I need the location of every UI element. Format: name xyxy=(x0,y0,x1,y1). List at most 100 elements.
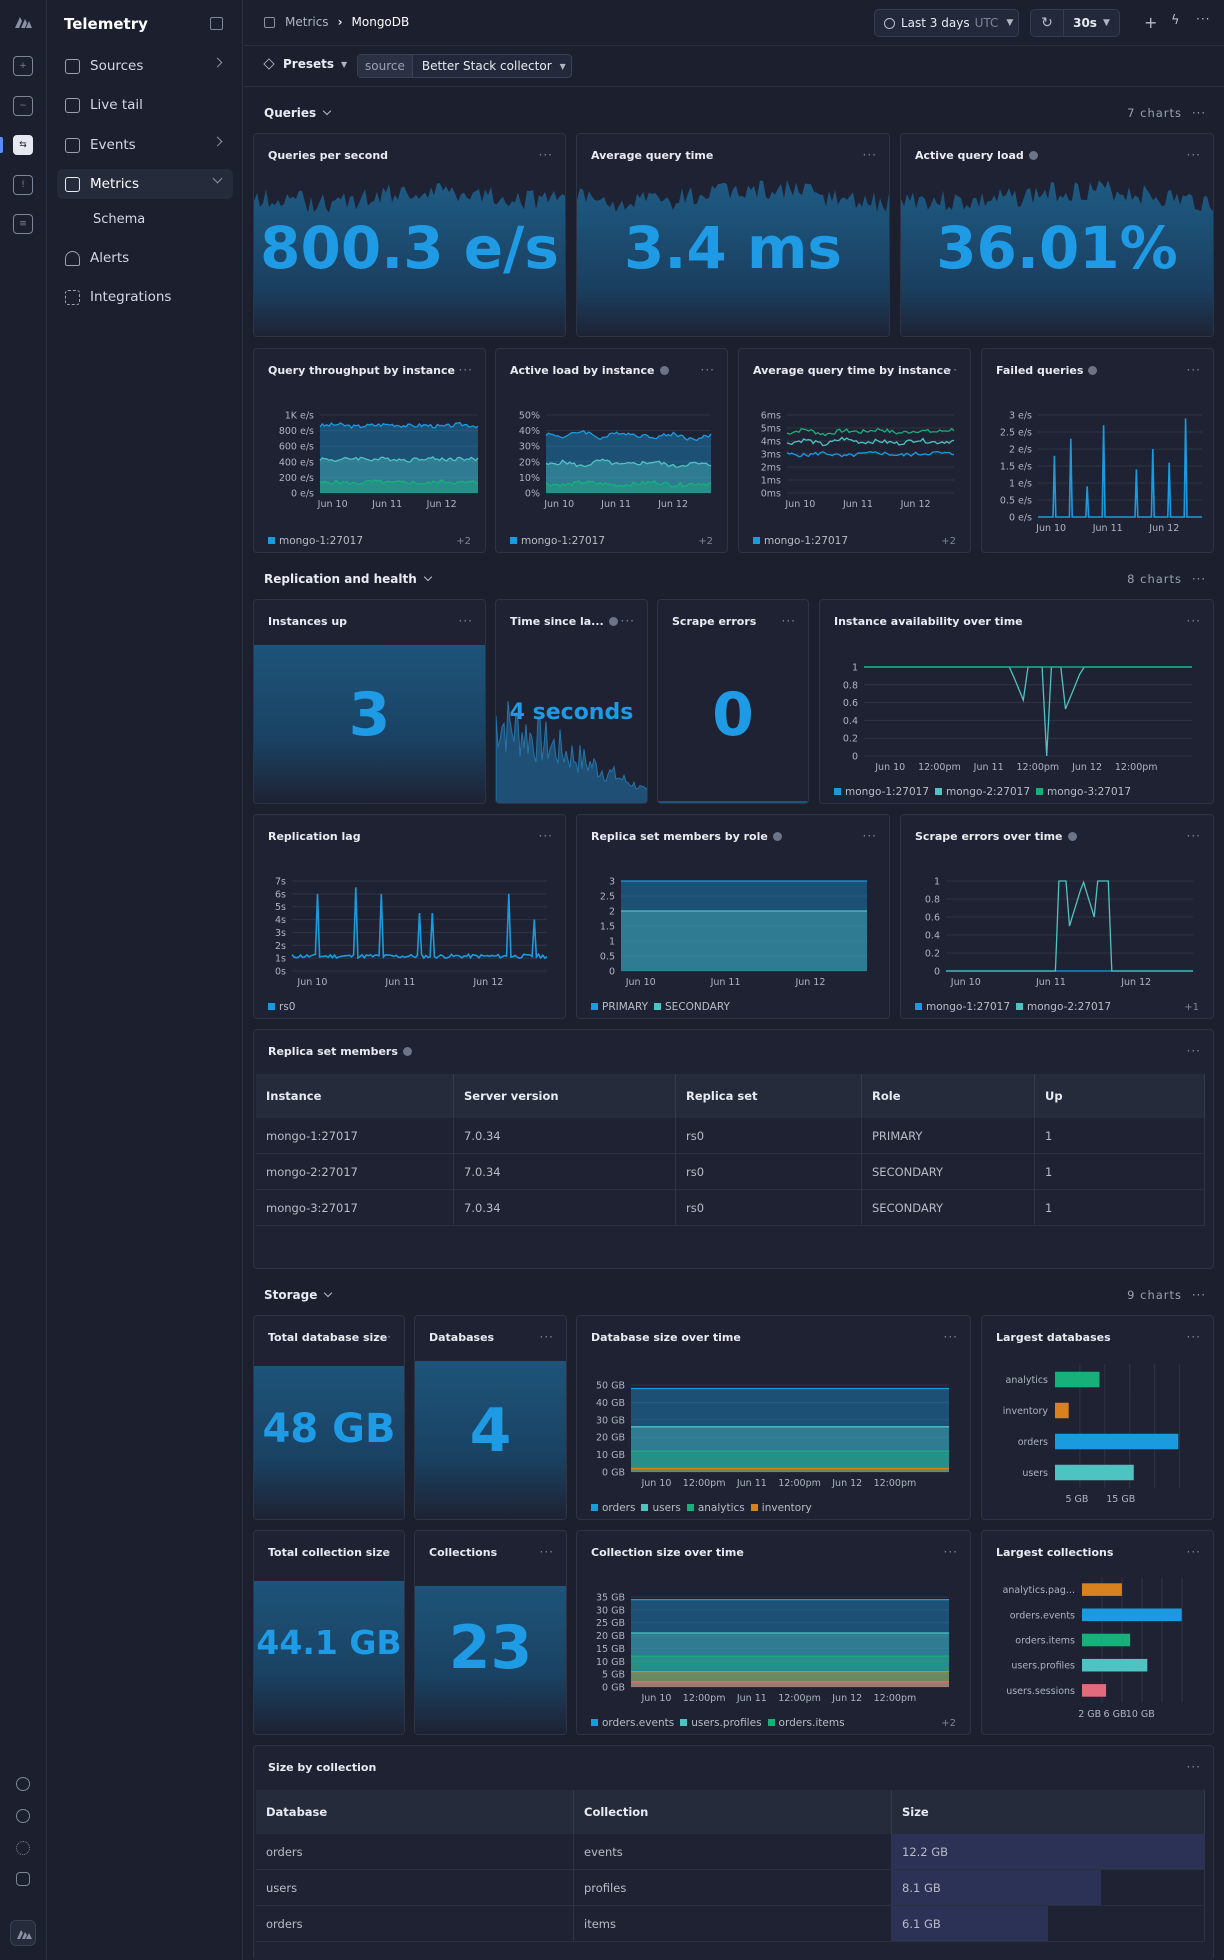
more-options-icon[interactable]: ··· xyxy=(1186,1545,1201,1559)
new-query-icon[interactable]: + xyxy=(13,56,33,76)
column-header[interactable]: Collection xyxy=(574,1790,892,1834)
more-options-icon[interactable]: ··· xyxy=(1186,1760,1201,1774)
collapse-sidebar-icon[interactable] xyxy=(210,17,223,30)
legend-more[interactable]: +2 xyxy=(941,536,956,547)
theme-icon[interactable] xyxy=(16,1841,30,1855)
lightning-icon[interactable]: ϟ xyxy=(1171,13,1180,28)
source-filter[interactable]: source Better Stack collector ▼ xyxy=(357,54,572,78)
refresh-interval-select[interactable]: 30s ▼ xyxy=(1063,9,1120,37)
legend-more[interactable]: +2 xyxy=(941,1718,956,1729)
more-options-icon[interactable]: ··· xyxy=(538,829,553,843)
more-options-icon[interactable]: ··· xyxy=(1196,12,1211,26)
more-options-icon[interactable]: ··· xyxy=(700,363,715,377)
legend-label[interactable]: SECONDARY xyxy=(665,1001,730,1013)
sidebar-item-alerts[interactable]: Alerts xyxy=(57,243,233,273)
legend-label[interactable]: inventory xyxy=(761,1502,812,1514)
more-options-icon[interactable]: ··· xyxy=(1192,572,1206,586)
more-options-icon[interactable]: ··· xyxy=(943,1545,958,1559)
sidebar-item-sources[interactable]: Sources xyxy=(57,51,233,81)
logo-icon[interactable] xyxy=(13,14,33,30)
more-options-icon[interactable]: ··· xyxy=(1186,1330,1201,1344)
info-icon[interactable] xyxy=(1088,366,1098,375)
sidebar-item-events[interactable]: Events xyxy=(57,130,233,160)
info-icon[interactable] xyxy=(402,1047,412,1056)
chat-icon[interactable] xyxy=(16,1809,30,1823)
more-options-icon[interactable]: ··· xyxy=(781,614,796,628)
presets-button[interactable]: Presets ▼ xyxy=(263,57,347,71)
activity-icon[interactable]: ~ xyxy=(13,96,33,116)
cell-text: SECONDARY xyxy=(872,1164,944,1179)
legend-label[interactable]: analytics xyxy=(697,1502,745,1514)
sidebar-item-metrics[interactable]: Metrics xyxy=(57,169,233,199)
legend-more[interactable]: +2 xyxy=(698,536,713,547)
bell-icon[interactable] xyxy=(16,1777,30,1791)
more-options-icon[interactable]: ··· xyxy=(1186,363,1201,377)
time-range-picker[interactable]: Last 3 days UTC ▼ xyxy=(874,9,1019,37)
more-options-icon[interactable]: ··· xyxy=(1192,1288,1206,1302)
legend-label[interactable]: users.profiles xyxy=(691,1717,762,1729)
more-options-icon[interactable]: ··· xyxy=(458,363,473,377)
column-header[interactable]: Size xyxy=(892,1790,1205,1834)
more-options-icon[interactable]: ··· xyxy=(943,1330,958,1344)
layers-icon xyxy=(263,58,275,70)
more-options-icon[interactable]: ··· xyxy=(377,1545,392,1559)
legend-more[interactable]: +2 xyxy=(456,536,471,547)
legend-label[interactable]: mongo-1:27017 xyxy=(521,535,605,547)
more-options-icon[interactable]: ··· xyxy=(862,829,877,843)
info-icon[interactable] xyxy=(659,366,669,375)
legend-label[interactable]: rs0 xyxy=(279,1001,296,1013)
more-options-icon[interactable]: ··· xyxy=(1186,1044,1201,1058)
legend-label[interactable]: mongo-2:27017 xyxy=(946,786,1030,798)
info-icon[interactable] xyxy=(1067,832,1077,841)
legend-label[interactable]: mongo-1:27017 xyxy=(279,535,363,547)
more-options-icon[interactable]: ··· xyxy=(1186,829,1201,843)
breadcrumb-metrics[interactable]: Metrics xyxy=(285,15,329,29)
more-options-icon[interactable]: ··· xyxy=(1186,148,1201,162)
info-icon[interactable] xyxy=(772,832,782,841)
legend-label[interactable]: mongo-1:27017 xyxy=(764,535,848,547)
legend-label[interactable]: mongo-3:27017 xyxy=(1047,786,1131,798)
sidebar-item-live-tail[interactable]: Live tail xyxy=(57,90,233,120)
info-icon[interactable] xyxy=(608,617,618,626)
add-chart-icon[interactable]: + xyxy=(1144,13,1158,32)
more-options-icon[interactable]: ··· xyxy=(377,1330,392,1344)
sidebar-item-schema[interactable]: Schema xyxy=(57,204,233,234)
more-options-icon[interactable]: ··· xyxy=(539,1545,554,1559)
more-options-icon[interactable]: ··· xyxy=(1186,614,1201,628)
team-avatar[interactable] xyxy=(10,1920,36,1946)
card-title: Active load by instance xyxy=(510,364,669,377)
legend-more[interactable]: +1 xyxy=(1184,1002,1199,1013)
legend-label[interactable]: mongo-1:27017 xyxy=(926,1001,1010,1013)
telemetry-icon[interactable]: ⇆ xyxy=(13,135,33,155)
settings-icon[interactable] xyxy=(16,1872,30,1886)
legend-label[interactable]: mongo-2:27017 xyxy=(1027,1001,1111,1013)
column-header[interactable]: Up xyxy=(1035,1074,1205,1118)
more-options-icon[interactable]: ··· xyxy=(538,148,553,162)
workflows-icon[interactable]: ≡ xyxy=(13,214,33,234)
legend-label[interactable]: orders.items xyxy=(778,1717,845,1729)
more-options-icon[interactable]: ··· xyxy=(620,614,635,628)
section-header-replication[interactable]: Replication and health xyxy=(264,572,433,586)
legend-label[interactable]: orders xyxy=(602,1502,636,1514)
legend-label[interactable]: mongo-1:27017 xyxy=(845,786,929,798)
sidebar-item-integrations[interactable]: Integrations xyxy=(57,282,233,312)
incidents-icon[interactable]: ! xyxy=(13,175,33,195)
legend-label[interactable]: PRIMARY xyxy=(602,1001,649,1013)
section-header-queries[interactable]: Queries xyxy=(264,106,332,120)
info-icon[interactable] xyxy=(1028,151,1038,160)
column-header[interactable]: Server version xyxy=(454,1074,676,1118)
legend-label[interactable]: orders.events xyxy=(602,1717,675,1729)
more-options-icon[interactable]: ··· xyxy=(539,1330,554,1344)
column-header[interactable]: Role xyxy=(862,1074,1035,1118)
y-tick-label: 30% xyxy=(519,442,540,453)
column-header[interactable]: Database xyxy=(256,1790,574,1834)
more-options-icon[interactable]: ··· xyxy=(943,363,958,377)
more-options-icon[interactable]: ··· xyxy=(1192,106,1206,120)
more-options-icon[interactable]: ··· xyxy=(458,614,473,628)
column-header[interactable]: Instance xyxy=(256,1074,454,1118)
legend-label[interactable]: users xyxy=(652,1502,681,1514)
more-options-icon[interactable]: ··· xyxy=(862,148,877,162)
section-header-storage[interactable]: Storage xyxy=(264,1288,333,1302)
refresh-button[interactable]: ↻ xyxy=(1030,9,1064,37)
column-header[interactable]: Replica set xyxy=(676,1074,862,1118)
